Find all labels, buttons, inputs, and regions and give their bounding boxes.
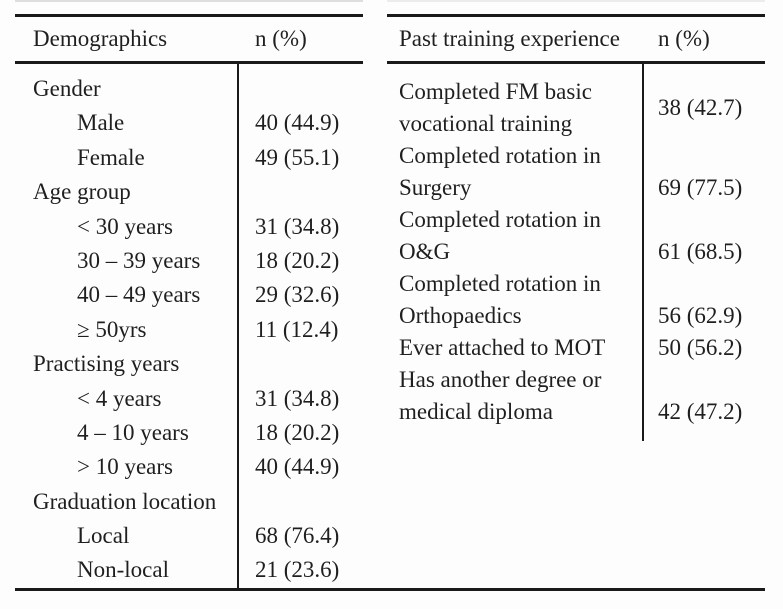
left-table-header: Demographics n (%) — [15, 17, 363, 61]
left-header-n-percent: n (%) — [255, 26, 307, 51]
row-value: 11 (12.4) — [255, 316, 339, 342]
table-row: Age group — [15, 175, 363, 209]
row-value — [238, 347, 255, 381]
table-row: > 10 years 40 (44.9) — [15, 450, 363, 484]
row-value — [238, 175, 255, 209]
table-row: 4 – 10 years 18 (20.2) — [15, 416, 363, 450]
crop-remnant-line — [387, 0, 765, 2]
demographics-table-body: Gender Male 40 (44.9) Female 49 (55.1) A… — [15, 64, 363, 588]
table-row: Completed rotation in Surgery 69 (77.5) — [387, 140, 765, 204]
row-label: 30 – 39 years — [77, 247, 201, 273]
row-label-line: Completed rotation in — [399, 207, 601, 232]
row-value: 40 (44.9) — [255, 110, 340, 136]
row-value: 18 (20.2) — [255, 419, 340, 445]
left-table-column-divider — [237, 64, 239, 588]
row-value: 18 (20.2) — [255, 247, 340, 273]
row-value: 69 (77.5) — [658, 175, 743, 200]
row-label: Female — [77, 144, 145, 170]
table-row: Local 68 (76.4) — [15, 519, 363, 553]
right-table-column-divider — [642, 64, 644, 441]
right-table-header: Past training experience n (%) — [387, 17, 765, 61]
row-value — [238, 485, 255, 519]
left-header-label: Demographics — [33, 26, 168, 51]
table-row: < 30 years 31 (34.8) — [15, 210, 363, 244]
row-value: 61 (68.5) — [658, 239, 743, 264]
table-row: Ever attached to MOT 50 (56.2) — [387, 332, 765, 364]
left-header-rule — [15, 61, 363, 64]
row-label: Age group — [33, 179, 131, 205]
right-header-rule — [387, 61, 765, 64]
row-label: Male — [77, 110, 125, 136]
row-value: 68 (76.4) — [255, 523, 340, 549]
row-value: 42 (47.2) — [658, 399, 743, 424]
table-row: Practising years — [15, 347, 363, 381]
row-label-line: Has another degree or — [399, 367, 602, 392]
row-label-line: Completed FM basic — [399, 79, 592, 104]
row-label-line: O&G — [399, 239, 451, 264]
row-label: Local — [77, 523, 130, 549]
table-row: Non-local 21 (23.6) — [15, 553, 363, 587]
row-value: 31 (34.8) — [255, 213, 340, 239]
row-label: Practising years — [33, 351, 180, 377]
row-label: > 10 years — [77, 454, 173, 480]
table-row: 30 – 39 years 18 (20.2) — [15, 244, 363, 278]
table-row: Female 49 (55.1) — [15, 141, 363, 175]
row-value — [238, 72, 255, 106]
row-value: 21 (23.6) — [255, 557, 340, 583]
table-row: Completed rotation in Orthopaedics 56 (6… — [387, 268, 765, 332]
row-label: < 4 years — [77, 385, 162, 411]
table-row: Gender — [15, 72, 363, 106]
table-row: Completed rotation in O&G 61 (68.5) — [387, 204, 765, 268]
right-header-label: Past training experience — [399, 26, 620, 51]
row-label: Graduation location — [33, 488, 217, 514]
table-row: Graduation location — [15, 485, 363, 519]
row-label-line: vocational training — [399, 111, 573, 136]
crop-remnant-line — [15, 0, 363, 2]
row-label: 40 – 49 years — [77, 282, 201, 308]
right-table-top-rule — [387, 14, 765, 17]
row-label-line: Completed rotation in — [399, 271, 601, 296]
table-row: Completed FM basic vocational training 3… — [387, 76, 765, 140]
row-label: Gender — [33, 76, 101, 101]
row-value: 50 (56.2) — [658, 335, 743, 360]
row-value: 49 (55.1) — [255, 144, 340, 170]
row-label: Non-local — [77, 557, 169, 583]
row-value: 56 (62.9) — [658, 303, 743, 328]
table-row: Male 40 (44.9) — [15, 106, 363, 140]
bottom-rule — [15, 588, 765, 591]
row-label: < 30 years — [77, 213, 173, 239]
table-row: Has another degree or medical diploma 42… — [387, 364, 765, 428]
row-label: 4 – 10 years — [77, 419, 189, 445]
table-row: 40 – 49 years 29 (32.6) — [15, 278, 363, 312]
row-label: ≥ 50yrs — [77, 316, 147, 342]
row-label-line: Completed rotation in — [399, 143, 601, 168]
row-value: 38 (42.7) — [658, 95, 743, 120]
right-header-n-percent: n (%) — [658, 26, 710, 51]
row-label-line: Surgery — [399, 175, 472, 200]
row-label-line: Ever attached to MOT — [399, 335, 606, 360]
left-table-top-rule — [15, 14, 363, 17]
row-label-line: Orthopaedics — [399, 303, 522, 328]
row-label-line: medical diploma — [399, 399, 553, 424]
table-row: ≥ 50yrs 11 (12.4) — [15, 313, 363, 347]
past-training-table-body: Completed FM basic vocational training 3… — [387, 64, 765, 428]
row-value: 31 (34.8) — [255, 385, 340, 411]
table-row: < 4 years 31 (34.8) — [15, 382, 363, 416]
row-value: 40 (44.9) — [255, 454, 340, 480]
row-value: 29 (32.6) — [255, 282, 340, 308]
